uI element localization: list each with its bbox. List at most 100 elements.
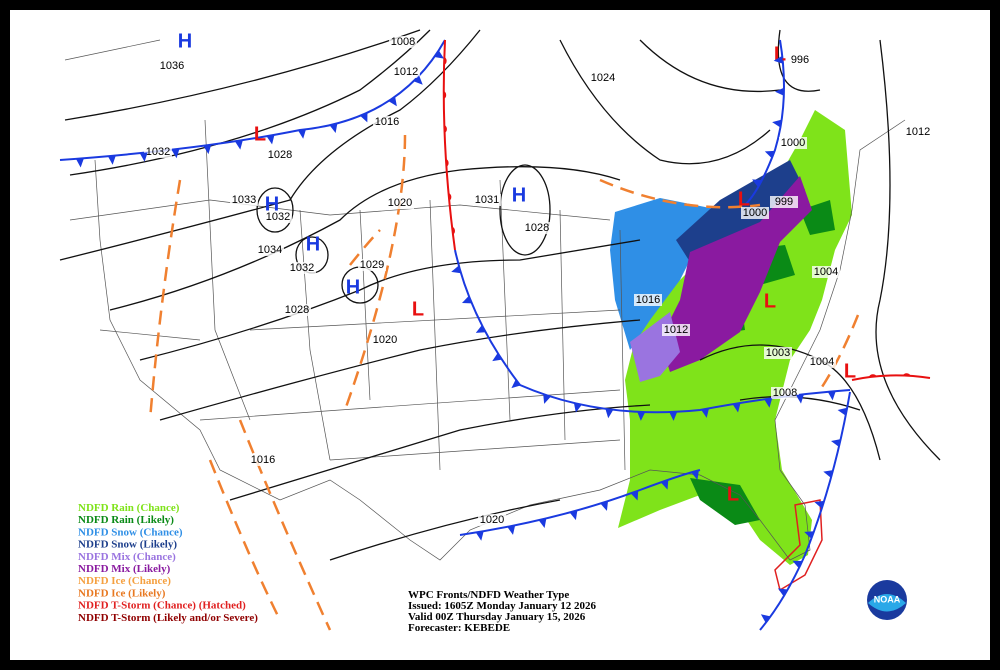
cold-front-pip bbox=[600, 501, 609, 511]
cold-front-pip bbox=[475, 325, 486, 333]
cold-front-pip bbox=[298, 129, 306, 139]
pressure-center: H bbox=[178, 30, 192, 52]
isobar-label-bg bbox=[389, 36, 417, 48]
isobar-label: 1003 bbox=[766, 347, 790, 359]
cold-front-pip bbox=[752, 179, 762, 188]
isobar-label-bg bbox=[283, 304, 311, 316]
pressure-center: H bbox=[346, 276, 360, 298]
isobar-label: 1020 bbox=[388, 197, 412, 209]
isobar-label: 996 bbox=[791, 54, 809, 66]
info-line: Issued: 1605Z Monday January 12 2026 bbox=[408, 600, 596, 612]
cold-front-pip bbox=[804, 531, 815, 539]
isobar-label-bg bbox=[288, 262, 316, 274]
warm-front-pip bbox=[444, 124, 447, 133]
cold-front-pip bbox=[637, 411, 646, 421]
cold-front-pip bbox=[538, 518, 547, 529]
isobar-label-bg bbox=[771, 387, 799, 399]
legend-entry: NDFD Mix (Likely) bbox=[78, 563, 171, 575]
warm-front-pip bbox=[444, 56, 447, 65]
legend-entry: NDFD Snow (Likely) bbox=[78, 539, 177, 551]
cold-front-pip bbox=[492, 352, 502, 362]
warm-front-pip bbox=[448, 192, 452, 201]
isobar-label: 1028 bbox=[268, 149, 292, 161]
legend-entry: NDFD Mix (Chance) bbox=[78, 551, 176, 563]
isobar-label: 1032 bbox=[266, 211, 290, 223]
cold-front-pip bbox=[773, 55, 784, 64]
isobar-label: 1008 bbox=[773, 387, 797, 399]
isobar-label-bg bbox=[230, 194, 258, 206]
isobar-label-bg bbox=[764, 347, 792, 359]
isobar-label: 1008 bbox=[391, 36, 415, 48]
isobar-label-bg bbox=[158, 60, 186, 72]
cold-front-pip bbox=[388, 96, 397, 107]
pressure-center: L bbox=[844, 360, 856, 382]
cold-front-pip bbox=[360, 112, 368, 123]
cold-front-pip bbox=[792, 560, 803, 569]
warm-front-pip bbox=[452, 226, 455, 235]
isobar-label-bg bbox=[371, 334, 399, 346]
isobar-label: 1031 bbox=[475, 194, 499, 206]
pressure-center: H bbox=[512, 184, 526, 206]
isobar-label: 1016 bbox=[251, 454, 275, 466]
cold-front-pip bbox=[605, 408, 614, 419]
isobar-label: 1000 bbox=[743, 207, 767, 219]
legend-entry: NDFD Ice (Likely) bbox=[78, 587, 166, 599]
warm-front-pip bbox=[868, 374, 877, 378]
isobar-label-bg bbox=[523, 222, 551, 234]
warm-front-pip bbox=[445, 158, 449, 167]
pressure-center: L bbox=[254, 123, 266, 145]
isobar-label: 1012 bbox=[906, 126, 930, 138]
cold-front-pip bbox=[831, 439, 841, 447]
isobar-label: 1000 bbox=[781, 137, 805, 149]
cold-front-pip bbox=[75, 158, 84, 168]
cold-front-pip bbox=[814, 500, 825, 509]
isobar-label: 1028 bbox=[285, 304, 309, 316]
pressure-center: L bbox=[727, 483, 739, 505]
legend-entry: NDFD Rain (Chance) bbox=[78, 502, 180, 514]
cold-front-pip bbox=[461, 295, 472, 304]
cold-front-pip bbox=[434, 50, 444, 59]
isobar-label: 1024 bbox=[591, 72, 615, 84]
isobar-label-bg bbox=[770, 196, 798, 208]
logo-text: NOAA bbox=[874, 594, 901, 604]
cold-front-pip bbox=[107, 155, 116, 165]
isobar-label: 1016 bbox=[375, 116, 399, 128]
cold-front-pip bbox=[507, 525, 516, 535]
isobar-label-bg bbox=[812, 266, 840, 278]
isobar-label: 1020 bbox=[373, 334, 397, 346]
cold-front-pip bbox=[760, 614, 771, 623]
cold-front-pip bbox=[573, 402, 582, 413]
isobar-label-bg bbox=[386, 197, 414, 209]
isobar-label-bg bbox=[264, 211, 292, 223]
isobar-label: 1016 bbox=[636, 294, 660, 306]
isobar-label: 1028 bbox=[525, 222, 549, 234]
cold-front-pip bbox=[511, 379, 521, 389]
legend-entry: NDFD T-Storm (Chance) (Hatched) bbox=[78, 600, 246, 612]
isobar-label-bg bbox=[373, 116, 401, 128]
isobar-label-bg bbox=[741, 207, 769, 219]
legend-entry: NDFD T-Storm (Likely and/or Severe) bbox=[78, 612, 258, 624]
isobar-label-bg bbox=[256, 244, 284, 256]
isobar-label-bg bbox=[358, 259, 386, 271]
warm-front-pip bbox=[902, 373, 911, 376]
cold-front-pip bbox=[475, 531, 484, 541]
cold-front-pip bbox=[732, 402, 741, 413]
cold-front-pip bbox=[691, 470, 699, 481]
isobar-label: 1034 bbox=[258, 244, 282, 256]
cold-front-pip bbox=[630, 490, 639, 501]
isobar-label-bg bbox=[392, 66, 420, 78]
isobar-label: 1020 bbox=[480, 514, 504, 526]
cold-front-pip bbox=[774, 87, 784, 96]
snow-likely bbox=[676, 160, 805, 262]
cold-front-pip bbox=[266, 134, 275, 145]
isobar-label: 1012 bbox=[664, 324, 688, 336]
legend: NDFD Rain (Chance)NDFD Rain (Likely)NDFD… bbox=[78, 502, 258, 624]
noaa-logo: NOAA bbox=[867, 580, 907, 620]
cold-front-pip bbox=[203, 144, 212, 155]
mix-likely bbox=[660, 176, 812, 372]
cold-front-pip bbox=[660, 479, 669, 490]
info-line: Valid 00Z Thursday January 15, 2026 bbox=[408, 611, 586, 623]
cold-front-pip bbox=[701, 408, 709, 418]
